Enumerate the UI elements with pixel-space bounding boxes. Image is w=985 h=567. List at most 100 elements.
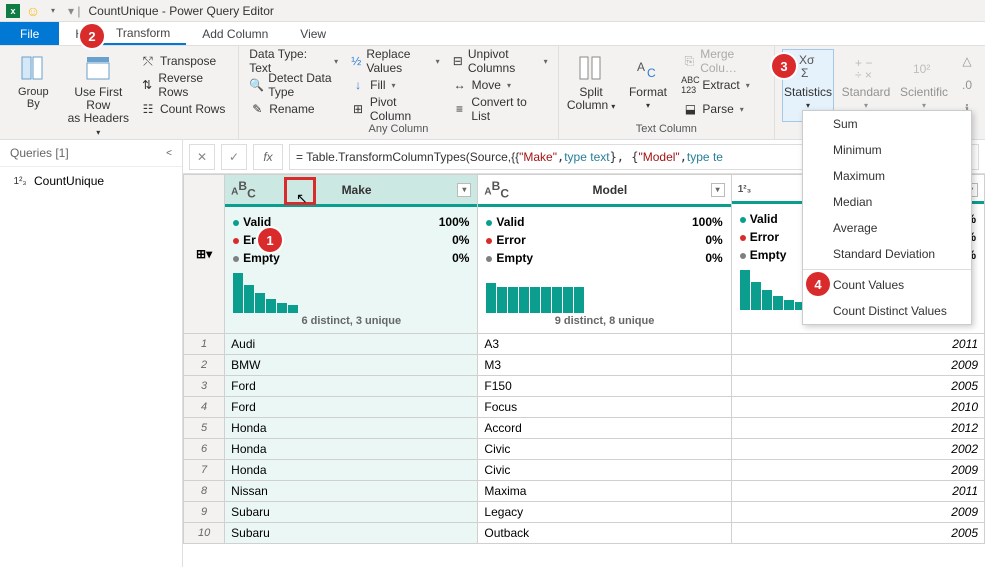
table-row[interactable]: 4 Ford Focus 2010 (184, 397, 985, 418)
filter-model-button[interactable]: ▾ (711, 183, 725, 197)
fill-button[interactable]: ↓Fill▾ (348, 74, 441, 96)
type-icon-model: ABC (484, 179, 509, 200)
use-first-row-icon (82, 52, 114, 84)
menu-separator (803, 269, 971, 270)
rownum-cell: 1 (184, 334, 225, 355)
cell-year[interactable]: 2010 (731, 397, 984, 418)
cell-model[interactable]: Outback (478, 523, 731, 544)
query-icon: 1²₃ (12, 173, 28, 189)
column-header-make[interactable]: ABC Make ▾ Valid100% Error0% Empty0% 6 d… (225, 175, 478, 334)
tab-add-column[interactable]: Add Column (186, 22, 284, 45)
menu-minimum[interactable]: Minimum (803, 137, 971, 163)
move-button[interactable]: ↔Move▾ (450, 74, 550, 96)
cell-make[interactable]: BMW (225, 355, 478, 376)
table-row[interactable]: 6 Honda Civic 2002 (184, 439, 985, 460)
svg-text:10²: 10² (913, 62, 930, 76)
group-by-button[interactable]: Group By (8, 50, 59, 138)
convert-list-button[interactable]: ≡Convert to List (450, 98, 550, 120)
table-row[interactable]: 9 Subaru Legacy 2009 (184, 502, 985, 523)
replace-icon: ½ (350, 53, 362, 69)
cell-model[interactable]: Accord (478, 418, 731, 439)
cell-make[interactable]: Honda (225, 418, 478, 439)
collapse-icon[interactable]: < (166, 148, 172, 159)
tab-file[interactable]: File (0, 22, 59, 45)
menu-count-distinct[interactable]: Count Distinct Values (803, 298, 971, 324)
unpivot-button[interactable]: ⊟Unpivot Columns▾ (450, 50, 550, 72)
col-model-name: Model (513, 183, 707, 197)
cell-model[interactable]: F150 (478, 376, 731, 397)
replace-values-button[interactable]: ½Replace Values▾ (348, 50, 441, 72)
cell-year[interactable]: 2009 (731, 460, 984, 481)
parse-icon: ⬓ (682, 101, 698, 117)
cell-year[interactable]: 2009 (731, 502, 984, 523)
cell-model[interactable]: Civic (478, 439, 731, 460)
cell-year[interactable]: 2011 (731, 334, 984, 355)
cell-year[interactable]: 2002 (731, 439, 984, 460)
rename-button[interactable]: ✎Rename (247, 98, 340, 120)
pivot-button[interactable]: ⊞Pivot Column (348, 98, 441, 120)
cell-model[interactable]: Civic (478, 460, 731, 481)
split-label: Split Column ▾ (567, 86, 615, 112)
menu-maximum[interactable]: Maximum (803, 163, 971, 189)
count-rows-button[interactable]: ☷Count Rows (138, 98, 230, 120)
accept-formula-button[interactable]: ✓ (221, 144, 247, 170)
extract-button[interactable]: ABC123Extract▾ (680, 74, 766, 96)
cell-make[interactable]: Subaru (225, 502, 478, 523)
standard-label: Standard▾ (842, 86, 891, 111)
table-row[interactable]: 8 Nissan Maxima 2011 (184, 481, 985, 502)
table-row[interactable]: 5 Honda Accord 2012 (184, 418, 985, 439)
table-row[interactable]: 1 Audi A3 2011 (184, 334, 985, 355)
rownum-header[interactable]: ⊞▾ (184, 175, 225, 334)
cell-year[interactable]: 2005 (731, 523, 984, 544)
data-type-button[interactable]: Data Type: Text▾ (247, 50, 340, 72)
cell-make[interactable]: Ford (225, 397, 478, 418)
cell-make[interactable]: Audi (225, 334, 478, 355)
filter-make-button[interactable]: ▾ (457, 183, 471, 197)
table-row[interactable]: 7 Honda Civic 2009 (184, 460, 985, 481)
cell-make[interactable]: Nissan (225, 481, 478, 502)
split-column-button[interactable]: Split Column ▾ (567, 50, 616, 121)
query-item[interactable]: 1²₃ CountUnique (0, 167, 182, 195)
ribbon-group-table: Group By Use First Row as Headers ▾ ⤲Tra… (0, 46, 239, 139)
menu-stdev[interactable]: Standard Deviation (803, 241, 971, 267)
rownum-cell: 6 (184, 439, 225, 460)
queries-header[interactable]: Queries [1] < (0, 140, 182, 167)
cell-model[interactable]: Focus (478, 397, 731, 418)
table-row[interactable]: 10 Subaru Outback 2005 (184, 523, 985, 544)
menu-median[interactable]: Median (803, 189, 971, 215)
use-first-row-button[interactable]: Use First Row as Headers ▾ (67, 50, 130, 138)
cell-model[interactable]: M3 (478, 355, 731, 376)
tab-transform[interactable]: Transform (100, 22, 186, 45)
menu-average[interactable]: Average (803, 215, 971, 241)
cancel-formula-button[interactable]: ✕ (189, 144, 215, 170)
table-row[interactable]: 3 Ford F150 2005 (184, 376, 985, 397)
fx-icon[interactable]: fx (253, 144, 283, 170)
table-row[interactable]: 2 BMW M3 2009 (184, 355, 985, 376)
parse-button[interactable]: ⬓Parse▾ (680, 98, 766, 120)
tab-view[interactable]: View (284, 22, 342, 45)
format-button[interactable]: AC Format▾ (624, 50, 673, 121)
chevron-down-icon[interactable]: ▾ (44, 2, 62, 20)
detect-type-button[interactable]: 🔍Detect Data Type (247, 74, 340, 96)
cell-make[interactable]: Honda (225, 460, 478, 481)
cell-make[interactable]: Subaru (225, 523, 478, 544)
menu-sum[interactable]: Sum (803, 111, 971, 137)
split-icon (575, 52, 607, 84)
cell-year[interactable]: 2011 (731, 481, 984, 502)
cell-model[interactable]: Legacy (478, 502, 731, 523)
detect-label: Detect Data Type (268, 71, 338, 99)
scientific-label: Scientific▾ (900, 86, 948, 111)
title-separator: ▾ | (68, 4, 80, 18)
cell-make[interactable]: Ford (225, 376, 478, 397)
cell-year[interactable]: 2009 (731, 355, 984, 376)
cell-model[interactable]: A3 (478, 334, 731, 355)
cell-make[interactable]: Honda (225, 439, 478, 460)
cell-year[interactable]: 2005 (731, 376, 984, 397)
formula-tt1: type text (564, 150, 609, 164)
column-header-model[interactable]: ABC Model ▾ Valid100% Error0% Empty0% 9 … (478, 175, 731, 334)
reverse-rows-button[interactable]: ⇅Reverse Rows (138, 74, 230, 96)
cell-model[interactable]: Maxima (478, 481, 731, 502)
ribbon-group-any-column: Data Type: Text▾ 🔍Detect Data Type ✎Rena… (239, 46, 558, 139)
transpose-button[interactable]: ⤲Transpose (138, 50, 230, 72)
cell-year[interactable]: 2012 (731, 418, 984, 439)
